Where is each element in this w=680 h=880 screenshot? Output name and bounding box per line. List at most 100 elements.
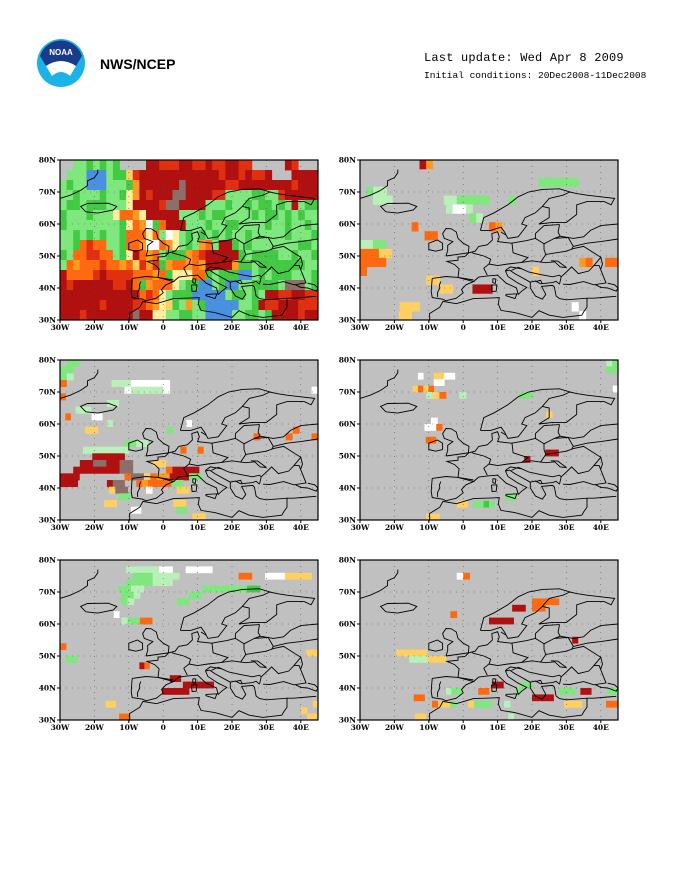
anomaly-cell <box>423 385 429 393</box>
lon-label: 10W <box>419 323 438 332</box>
anomaly-cell <box>127 617 135 625</box>
anomaly-cell <box>172 290 180 301</box>
anomaly-cell <box>238 300 246 311</box>
lat-label: 40N <box>339 684 356 693</box>
anomaly-cell <box>124 585 132 593</box>
anomaly-cell <box>112 300 120 311</box>
anomaly-cell <box>291 210 299 221</box>
anomaly-cell <box>126 240 134 251</box>
anomaly-cell <box>133 617 141 625</box>
anomaly-cell <box>427 656 435 663</box>
anomaly-cell <box>86 180 94 191</box>
anomaly-cell <box>146 290 154 301</box>
anomaly-cell <box>79 290 87 301</box>
anomaly-cell <box>192 250 200 261</box>
anomaly-cell <box>238 200 246 211</box>
anomaly-cell <box>507 617 514 625</box>
anomaly-cell <box>570 700 577 708</box>
anomaly-cell <box>417 385 424 393</box>
anomaly-cell <box>112 280 120 291</box>
anomaly-cell <box>198 180 206 191</box>
anomaly-cell <box>66 180 74 191</box>
lon-label: 0 <box>161 723 166 732</box>
anomaly-cell <box>450 195 458 205</box>
anomaly-cell <box>156 386 164 394</box>
anomaly-cell <box>238 190 246 201</box>
anomaly-cell <box>185 270 193 281</box>
anomaly-cell <box>72 473 80 481</box>
grid-lines <box>360 560 618 720</box>
anomaly-cell <box>198 290 206 301</box>
anomaly-cell <box>86 466 94 474</box>
lon-label: 30E <box>258 523 274 532</box>
anomaly-cell <box>424 424 431 431</box>
anomaly-cell <box>99 280 107 291</box>
anomaly-cell <box>205 180 213 191</box>
anomaly-cell <box>304 280 312 291</box>
anomaly-cell <box>82 446 90 454</box>
anomaly-cell <box>433 656 441 663</box>
anomaly-cell <box>205 260 213 271</box>
anomaly-cell <box>212 290 220 301</box>
anomaly-cell <box>218 170 226 181</box>
anomaly-cell <box>132 210 140 221</box>
anomaly-cell <box>93 466 101 474</box>
anomaly-cell <box>139 310 147 321</box>
anomaly-cell <box>112 460 120 468</box>
anomaly-cell <box>238 250 246 261</box>
anomaly-cell <box>432 392 440 399</box>
anomaly-cell <box>121 617 128 625</box>
anomaly-cell <box>66 290 74 301</box>
anomaly-cell <box>110 700 117 708</box>
anomaly-cell <box>139 617 147 625</box>
anomaly-cell <box>99 270 107 281</box>
anomaly-cell <box>139 300 147 311</box>
anomaly-cell <box>311 300 319 311</box>
anomaly-cell <box>265 190 273 201</box>
anomaly-cell <box>606 360 613 367</box>
anomaly-cell <box>172 572 180 580</box>
anomaly-cell <box>179 200 187 211</box>
anomaly-cell <box>489 222 496 232</box>
lon-label: 30W <box>351 323 370 332</box>
anomaly-cell <box>385 195 393 205</box>
anomaly-cell <box>136 440 143 448</box>
anomaly-cell <box>185 250 193 261</box>
anomaly-cell <box>439 392 447 399</box>
coastlines <box>359 569 619 722</box>
anomaly-cell <box>93 310 101 321</box>
anomaly-cell <box>159 250 167 261</box>
anomaly-cell <box>179 180 187 191</box>
anomaly-cell <box>66 270 74 281</box>
lat-label: 40N <box>39 284 56 293</box>
anomaly-cell <box>130 440 137 448</box>
anomaly-cell <box>73 300 81 311</box>
anomaly-cell <box>159 170 167 181</box>
anomaly-cell <box>251 190 259 201</box>
anomaly-cell <box>172 250 180 261</box>
anomaly-cell <box>126 566 134 574</box>
anomaly-cell <box>271 180 279 191</box>
lon-label: 0 <box>461 723 466 732</box>
anomaly-cell <box>132 579 140 586</box>
anomaly-cell <box>245 230 253 241</box>
anomaly-cell <box>198 270 206 281</box>
anomaly-cell <box>312 713 319 721</box>
anomaly-cell <box>238 290 246 301</box>
anomaly-cell <box>165 210 173 221</box>
anomaly-cell <box>121 592 128 599</box>
anomaly-cell <box>189 592 196 599</box>
anomaly-cell <box>304 210 312 221</box>
anomaly-cell <box>245 160 253 171</box>
anomaly-cell <box>284 572 292 580</box>
anomaly-cell <box>119 260 127 271</box>
anomaly-cell <box>179 230 187 241</box>
anomaly-cell <box>152 566 160 574</box>
anomaly-cell <box>176 598 184 606</box>
anomaly-cell <box>416 649 423 657</box>
anomaly-cell <box>212 280 220 291</box>
anomaly-cell <box>99 210 107 221</box>
anomaly-cell <box>612 360 619 367</box>
anomaly-cell <box>133 592 141 599</box>
anomaly-cell <box>112 290 120 301</box>
